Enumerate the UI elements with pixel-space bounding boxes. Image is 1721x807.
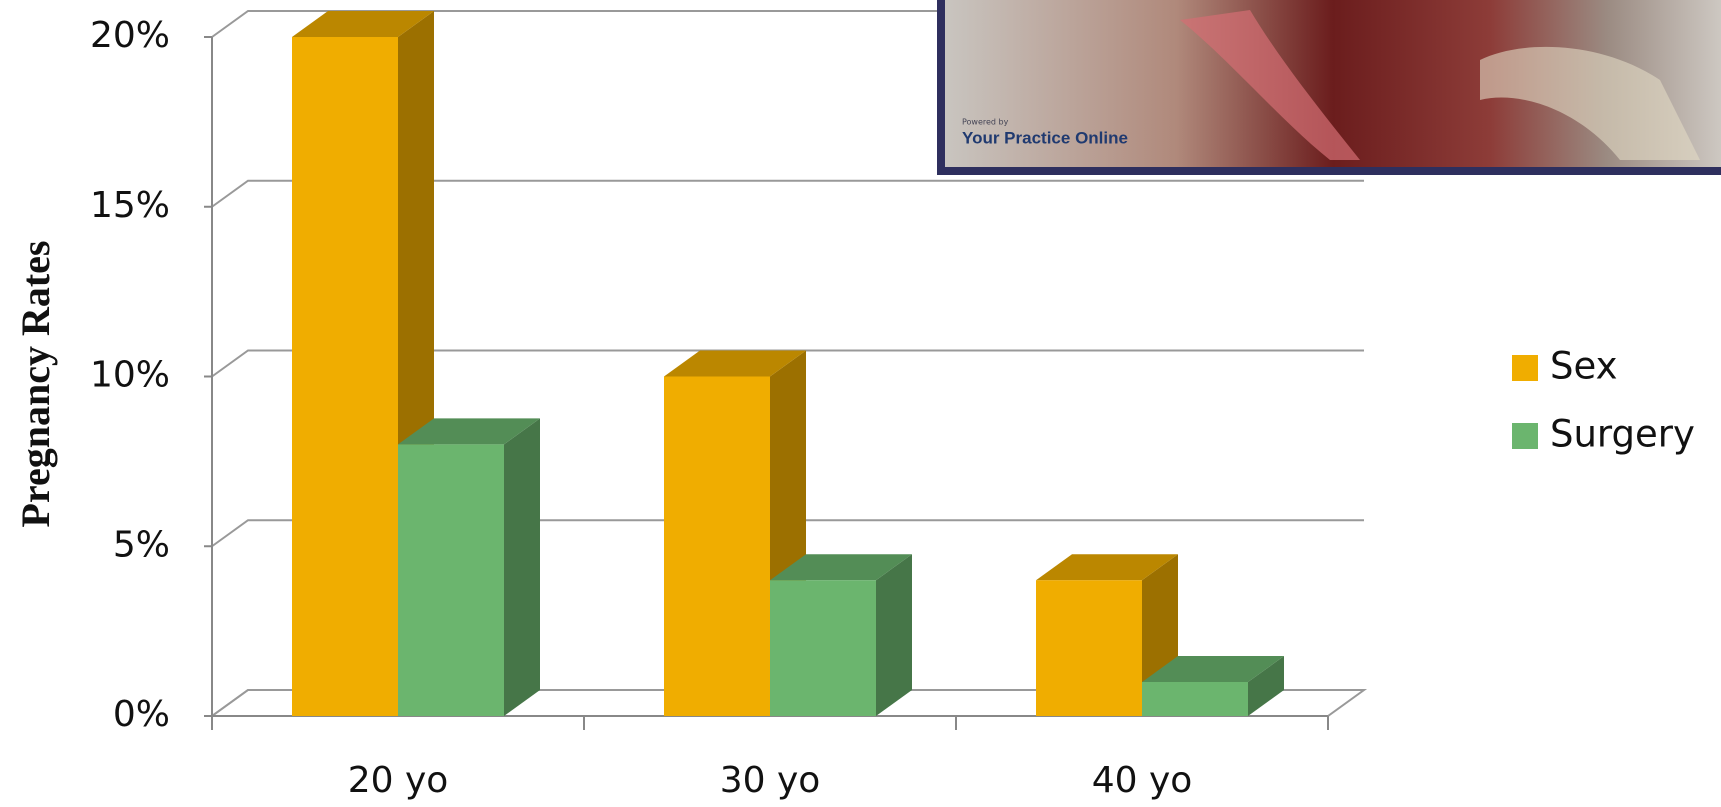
- bar-front: [1036, 580, 1142, 716]
- grid-line: [211, 689, 1364, 717]
- inset-credit: Powered by: [962, 118, 1009, 127]
- y-tick-label: 20%: [90, 15, 170, 56]
- bar-top: [1036, 554, 1178, 581]
- legend-label: Sex: [1550, 345, 1618, 388]
- bar-side: [504, 418, 540, 716]
- inset-image: Powered by Your Practice Online: [937, 0, 1721, 175]
- bar: [1036, 554, 1178, 716]
- bar-top: [292, 11, 434, 37]
- inset-shape: [1180, 10, 1360, 160]
- legend-swatch: [1512, 423, 1538, 449]
- legend-label: Surgery: [1550, 413, 1695, 456]
- x-tick-label: 20 yo: [348, 760, 449, 801]
- y-tick-label: 10%: [90, 355, 170, 396]
- y-tick-label: 5%: [113, 524, 170, 565]
- bar-side: [1248, 656, 1284, 716]
- inset-brand: Your Practice Online: [962, 128, 1128, 147]
- bar-front: [1142, 682, 1248, 716]
- bar-top: [770, 554, 912, 581]
- legend-swatch: [1512, 355, 1538, 381]
- bar-top: [664, 350, 806, 377]
- grid-line: [211, 349, 1364, 378]
- bar: [770, 554, 912, 716]
- y-axis-label: Pregnancy Rates: [13, 241, 58, 528]
- grid-line: [211, 519, 1364, 548]
- y-tick-label: 0%: [113, 694, 170, 735]
- bar-top: [1142, 656, 1284, 683]
- inset-shape: [1480, 46, 1700, 160]
- bar-front: [398, 444, 504, 716]
- bar-front: [292, 37, 398, 716]
- bar-side: [876, 554, 912, 716]
- x-tick-label: 30 yo: [720, 760, 821, 801]
- x-tick-label: 40 yo: [1092, 760, 1193, 801]
- bar: [398, 418, 540, 716]
- bar-top: [398, 418, 540, 445]
- bar-front: [770, 580, 876, 716]
- y-tick-label: 15%: [90, 185, 170, 226]
- bar: [1142, 656, 1284, 716]
- grid-line: [211, 179, 1364, 208]
- bar-front: [664, 376, 770, 716]
